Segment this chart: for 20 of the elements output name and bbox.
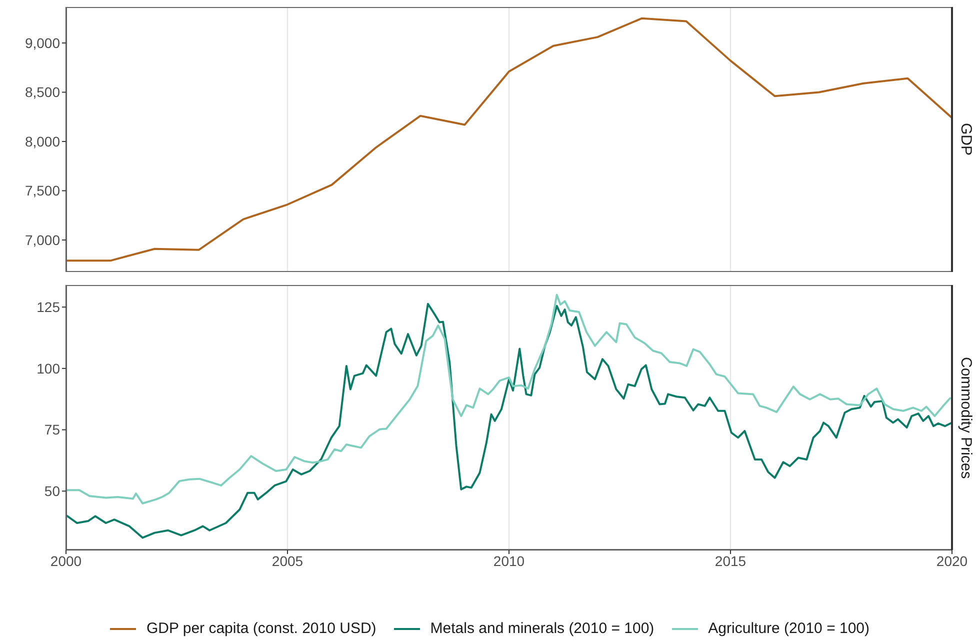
legend-label: Metals and minerals (2010 = 100) <box>430 620 654 637</box>
line-series <box>66 294 952 504</box>
y-tick-label: 9,000 <box>24 34 60 51</box>
y-tick-label: 8,500 <box>24 84 60 100</box>
legend-label: Agriculture (2010 = 100) <box>708 620 870 637</box>
text: GDP <box>958 123 974 156</box>
y-tick-label: 100 <box>36 360 60 376</box>
x-tick-label: 2015 <box>714 552 746 569</box>
y-tick-label: 8,000 <box>24 133 60 150</box>
y-tick-label: 50 <box>44 483 60 500</box>
y-tick-label: 7,500 <box>24 182 60 199</box>
legend-label: GDP per capita (const. 2010 USD) <box>146 620 376 637</box>
text: Commodity Prices <box>958 356 974 478</box>
x-tick-label: 2020 <box>936 552 968 569</box>
x-tick-label: 2010 <box>493 552 525 569</box>
x-tick-label: 2005 <box>272 552 304 569</box>
y-tick-label: 125 <box>36 299 60 316</box>
y-tick-label: 75 <box>44 422 60 438</box>
y-tick-label: 7,000 <box>24 232 60 248</box>
x-tick-label: 2000 <box>50 552 82 569</box>
